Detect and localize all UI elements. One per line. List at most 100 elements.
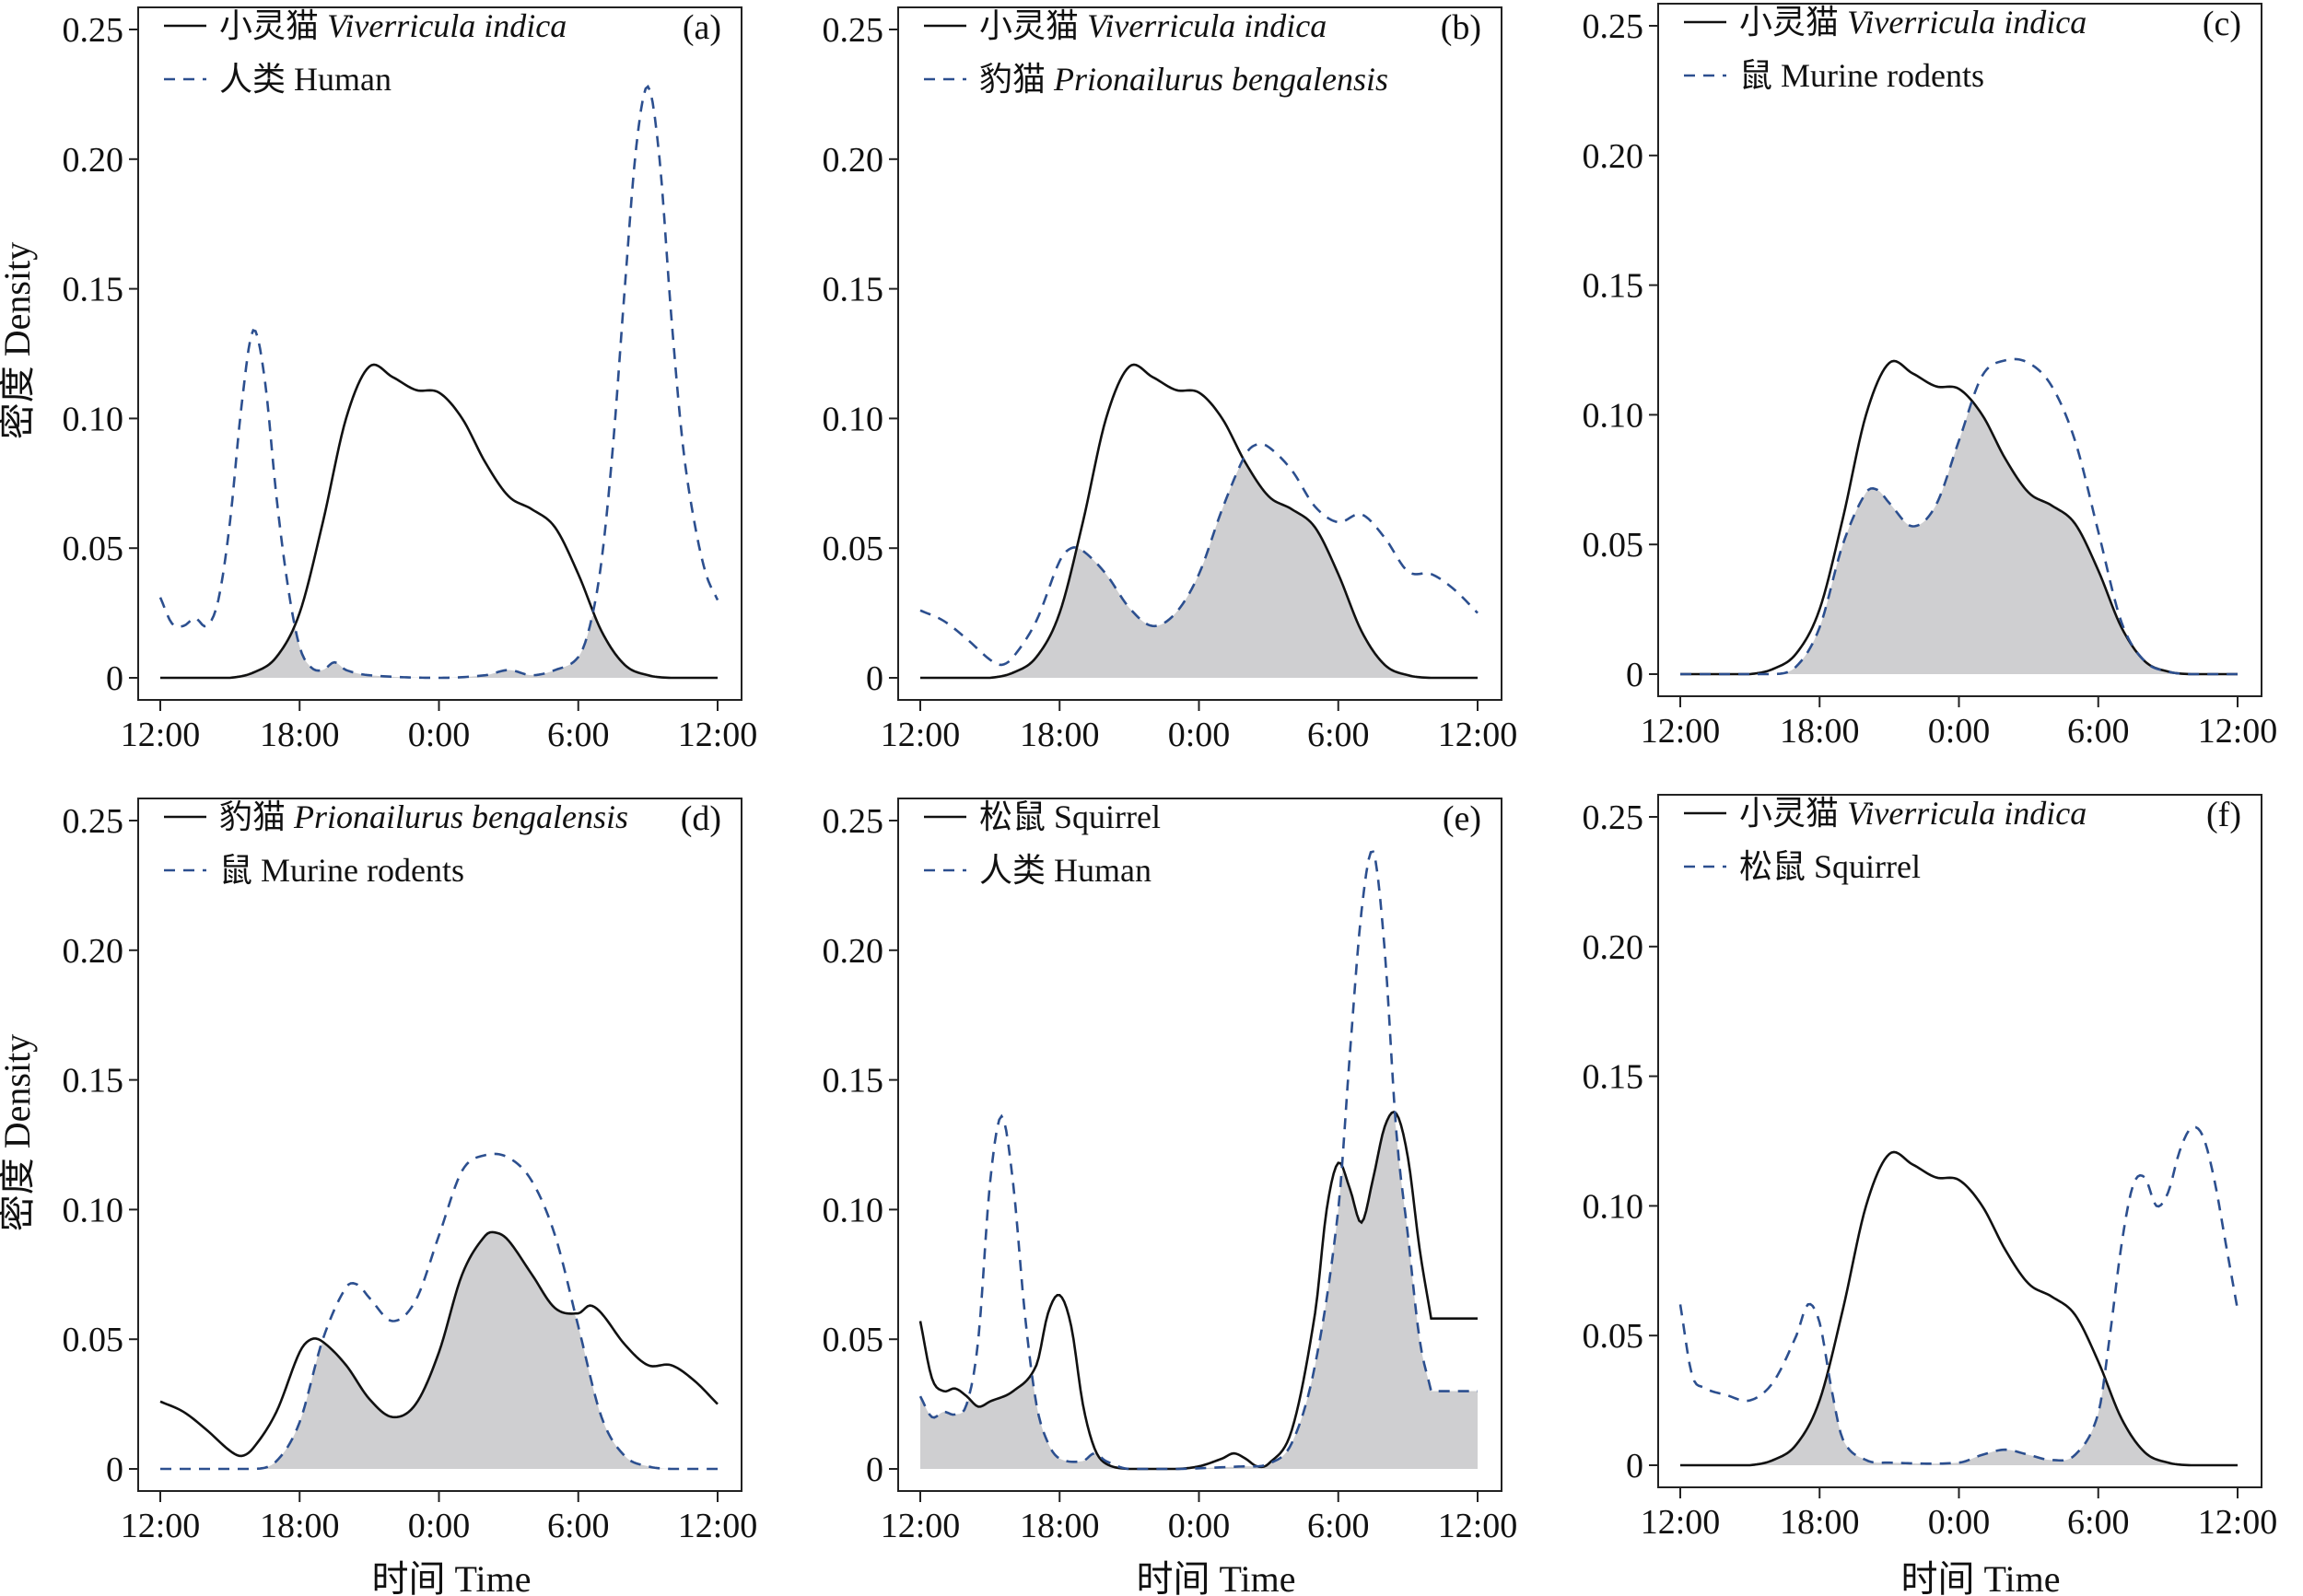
legend-label: 人类 Human	[979, 852, 1152, 889]
y-tick-label: 0.15	[63, 271, 124, 309]
x-tick-label: 12:00	[121, 716, 201, 754]
y-tick-label: 0	[106, 659, 123, 698]
y-tick-label: 0.15	[1583, 1058, 1644, 1097]
legend-label-latin: Viverricula indica	[327, 7, 567, 44]
x-tick-label: 12:00	[678, 1507, 758, 1545]
panel-f: 0.25 0.20 0.15 0.10 0.05 0 12:00 18:00 0:00 6:00 1…	[1583, 794, 2278, 1542]
legend-label: 豹猫 Prionailurus bengalensis	[979, 61, 1388, 98]
legend-entry: 豹猫 Prionailurus bengalensis	[164, 798, 628, 835]
panel-label: (c)	[2203, 5, 2241, 43]
legend-label-cn: 人类	[219, 61, 294, 98]
series-line-solid	[920, 363, 1478, 680]
overlap-area	[160, 1231, 718, 1469]
legend-label-cn: 松鼠	[979, 798, 1054, 835]
series-line-solid	[159, 1230, 719, 1458]
y-tick-label: 0.05	[1583, 1317, 1644, 1356]
y-tick-label: 0.10	[63, 1191, 124, 1229]
y-tick-label: 0.25	[823, 11, 884, 50]
y-tick-label: 0.20	[63, 141, 124, 180]
x-tick-label: 12:00	[881, 716, 961, 754]
legend-label: 小灵猫 Viverricula indica	[979, 7, 1327, 44]
x-tick-label: 0:00	[408, 1507, 471, 1545]
series-line-dashed	[160, 1152, 718, 1471]
legend-label-cn: 小灵猫	[1739, 795, 1847, 832]
x-axis-label-d: 时间 Time	[371, 1558, 531, 1596]
legend-label-latin: Squirrel	[1814, 848, 1921, 885]
y-tick-label: 0.25	[63, 11, 124, 50]
series-line-solid	[918, 1110, 1478, 1471]
legend-label-latin: Squirrel	[1054, 798, 1161, 835]
overlap-area	[160, 615, 718, 678]
y-tick-label: 0.10	[823, 400, 884, 438]
x-tick-label: 18:00	[1780, 1503, 1860, 1542]
series-line-solid	[1680, 1150, 2238, 1467]
y-tick-label: 0.15	[63, 1062, 124, 1101]
legend-label-cn: 鼠	[219, 852, 261, 889]
legend-label-latin: Viverricula indica	[1847, 795, 2087, 832]
series-line-dashed	[158, 84, 719, 680]
y-tick-label: 0.20	[823, 932, 884, 971]
x-tick-label: 12:00	[1438, 716, 1518, 754]
y-tick-label: 0.25	[1583, 798, 1644, 837]
y-tick-label: 0.10	[1583, 1187, 1644, 1226]
x-tick-label: 12:00	[1641, 712, 1721, 751]
x-tick-label: 18:00	[1020, 716, 1100, 754]
legend-label-latin: Prionailurus bengalensis	[1053, 61, 1388, 98]
series-line-solid	[1680, 359, 2238, 676]
legend-label: 豹猫 Prionailurus bengalensis	[219, 798, 628, 835]
series-line-dashed	[1678, 1125, 2239, 1465]
x-tick-label: 18:00	[260, 1507, 340, 1545]
legend-entry: 松鼠 Squirrel	[1684, 848, 1921, 885]
panel-label: (d)	[681, 799, 721, 838]
y-tick-label: 0.25	[63, 802, 124, 841]
x-tick-label: 18:00	[1020, 1507, 1100, 1545]
legend-label: 鼠 Murine rodents	[1739, 57, 1984, 94]
overlap-area	[1680, 402, 2238, 674]
x-axis-label-e: 时间 Time	[1136, 1558, 1295, 1596]
y-tick-label: 0.05	[1583, 526, 1644, 565]
x-tick-label: 12:00	[1438, 1507, 1518, 1545]
overlap-area	[920, 1112, 1478, 1469]
legend-label-latin: Human	[1054, 852, 1152, 889]
x-tick-label: 6:00	[1307, 1507, 1370, 1545]
series-line-dashed	[919, 442, 1479, 667]
y-tick-label: 0.25	[823, 802, 884, 841]
panel-a: 0.25 0.20 0.15 0.10 0.05 0 12:00 18:00 0:00 6:00 1…	[63, 6, 757, 754]
y-tick-label: 0	[1626, 656, 1643, 694]
y-tick-label: 0.15	[823, 1062, 884, 1101]
x-tick-label: 6:00	[1307, 716, 1370, 754]
legend-label-cn: 小灵猫	[219, 7, 327, 44]
series-line-solid	[160, 363, 718, 680]
y-axis-label-top: 密度 Density	[0, 242, 38, 439]
legend-label: 小灵猫 Viverricula indica	[1739, 795, 2087, 832]
legend-label-latin: Human	[294, 61, 392, 98]
panel-frame	[1657, 794, 2262, 1488]
y-tick-label: 0	[866, 1450, 883, 1489]
x-tick-label: 6:00	[2067, 1503, 2130, 1542]
panel-c: 0.25 0.20 0.15 0.10 0.05 0 12:00 18:00 0:00 6:00 1…	[1583, 3, 2277, 751]
y-tick-label: 0.05	[63, 530, 124, 568]
panel-label: (f)	[2206, 796, 2241, 834]
legend-label-latin: Viverricula indica	[1847, 4, 2087, 41]
legend-entry: 人类 Human	[164, 61, 392, 98]
legend-entry: 鼠 Murine rodents	[1684, 57, 1984, 94]
legend-label-cn: 豹猫	[979, 61, 1054, 98]
x-tick-label: 12:00	[2198, 1503, 2278, 1542]
legend-label-latin: Murine rodents	[261, 852, 464, 889]
y-tick-label: 0.20	[1583, 137, 1644, 176]
legend-label-cn: 小灵猫	[979, 7, 1087, 44]
x-tick-label: 18:00	[260, 716, 340, 754]
legend-label-latin: Viverricula indica	[1087, 7, 1327, 44]
legend-label-cn: 小灵猫	[1739, 4, 1847, 41]
legend-entry: 小灵猫 Viverricula indica	[1684, 795, 2087, 832]
y-tick-label: 0.25	[1583, 7, 1644, 46]
legend-label: 松鼠 Squirrel	[1739, 848, 1921, 885]
y-tick-label: 0.10	[1583, 396, 1644, 435]
x-tick-label: 0:00	[1168, 1507, 1231, 1545]
x-tick-label: 0:00	[1168, 716, 1231, 754]
y-tick-label: 0.20	[1583, 928, 1644, 967]
x-tick-label: 18:00	[1780, 712, 1860, 751]
legend-label-latin: Murine rodents	[1781, 57, 1984, 94]
y-tick-label: 0.20	[823, 141, 884, 180]
legend-entry: 鼠 Murine rodents	[164, 852, 464, 889]
